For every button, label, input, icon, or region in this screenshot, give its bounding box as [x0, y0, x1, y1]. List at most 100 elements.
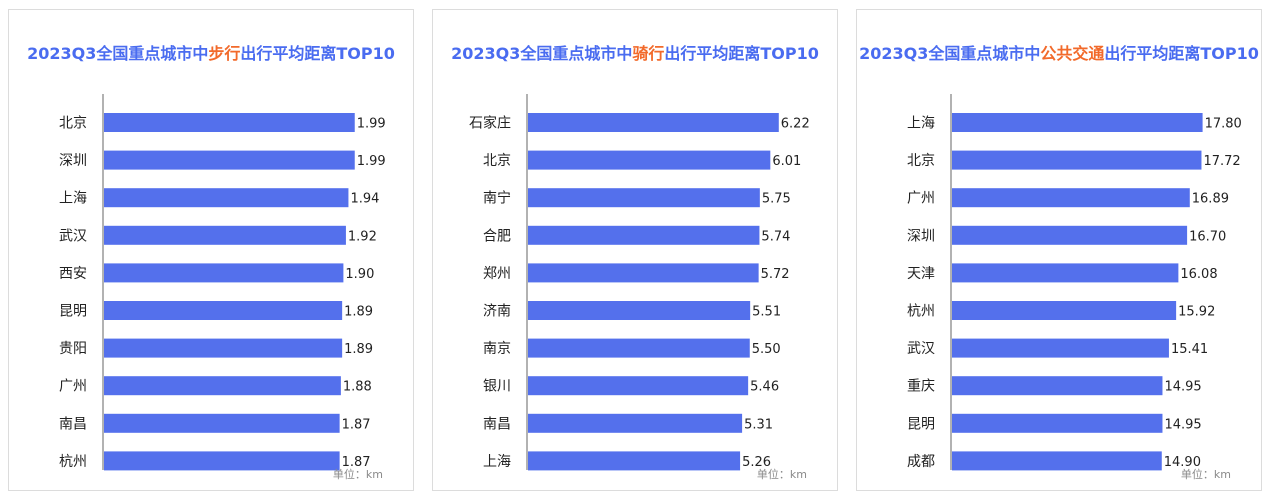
- bar: [104, 263, 344, 283]
- data-label: 15.92: [1178, 305, 1215, 320]
- data-label: 1.89: [344, 305, 373, 320]
- data-label: 5.26: [742, 455, 771, 470]
- bar: [528, 150, 771, 170]
- transit-bar-chart: 上海 17.80 北京 17.72 广州 16.89 深圳 16.70 天津 16.08 杭州 15.…: [907, 94, 1242, 471]
- category-label: 深圳: [907, 228, 935, 244]
- unit-label: 单位：km: [1180, 468, 1231, 481]
- bar: [528, 188, 760, 208]
- data-label: 5.51: [752, 305, 781, 320]
- data-label: 5.72: [761, 267, 790, 282]
- category-label: 天津: [907, 266, 935, 282]
- data-label: 17.80: [1205, 117, 1242, 132]
- data-label: 1.90: [345, 267, 374, 282]
- data-label: 5.31: [744, 417, 773, 432]
- bar: [528, 263, 759, 283]
- data-label: 1.94: [350, 192, 379, 207]
- title-prefix: 2023Q3全国重点城市中: [451, 44, 633, 63]
- chart-title: 2023Q3全国重点城市中公共交通出行平均距离TOP10: [857, 40, 1261, 64]
- data-label: 1.99: [357, 117, 386, 132]
- data-label: 5.46: [750, 380, 779, 395]
- data-label: 17.72: [1203, 154, 1240, 169]
- bar: [528, 376, 749, 396]
- bar: [104, 188, 349, 208]
- bar: [104, 150, 355, 170]
- data-label: 16.08: [1180, 267, 1217, 282]
- bar: [952, 188, 1190, 208]
- category-label: 武汉: [907, 341, 935, 357]
- bar: [104, 451, 340, 471]
- category-label: 南昌: [59, 416, 87, 432]
- category-label: 昆明: [907, 416, 935, 432]
- bar: [104, 413, 340, 433]
- category-label: 石家庄: [469, 115, 511, 132]
- walking-bar-chart: 北京 1.99 深圳 1.99 上海 1.94 武汉 1.92 西安 1.90 昆明 1.89 贵阳 1.…: [59, 94, 386, 471]
- category-label: 广州: [907, 191, 935, 207]
- category-label: 北京: [59, 116, 87, 132]
- bar: [104, 338, 343, 358]
- category-label: 重庆: [907, 379, 935, 395]
- data-label: 6.22: [781, 117, 810, 132]
- category-label: 杭州: [907, 304, 935, 320]
- data-label: 6.01: [772, 154, 801, 169]
- data-label: 1.89: [344, 342, 373, 357]
- title-highlight: 步行: [208, 44, 241, 63]
- bar: [952, 263, 1179, 283]
- unit-label: 单位：km: [756, 468, 807, 481]
- bar: [952, 338, 1169, 358]
- data-label: 5.74: [761, 229, 790, 244]
- category-label: 西安: [59, 266, 87, 282]
- bar: [952, 225, 1188, 245]
- bar: [528, 113, 779, 132]
- category-label: 广州: [59, 379, 87, 395]
- bar: [104, 301, 343, 320]
- data-label: 5.75: [762, 192, 791, 207]
- category-label: 南昌: [483, 416, 511, 432]
- category-label: 银川: [483, 379, 511, 395]
- category-label: 北京: [483, 153, 511, 169]
- category-label: 合肥: [483, 228, 511, 244]
- data-label: 1.92: [348, 229, 377, 244]
- category-label: 武汉: [59, 228, 87, 244]
- bar: [952, 451, 1162, 471]
- data-label: 1.87: [342, 417, 371, 432]
- bar: [952, 113, 1203, 132]
- category-label: 北京: [907, 153, 935, 169]
- cycling-bar-chart: 石家庄 6.22 北京 6.01 南宁 5.75 合肥 5.74 郑州 5.72 济南 5.51 南京 5…: [469, 94, 810, 471]
- bar: [952, 301, 1177, 320]
- bar: [528, 338, 750, 358]
- transit-chart-panel: 2023Q3全国重点城市中公共交通出行平均距离TOP10 上海 17.80 北京 17…: [856, 9, 1262, 491]
- bar: [528, 225, 760, 245]
- chart-title: 2023Q3全国重点城市中骑行出行平均距离TOP10: [433, 40, 837, 64]
- data-label: 16.89: [1192, 192, 1229, 207]
- category-label: 贵阳: [59, 341, 87, 357]
- bar: [104, 113, 355, 132]
- title-highlight: 骑行: [632, 44, 665, 63]
- bar: [104, 225, 346, 245]
- category-label: 南宁: [483, 190, 511, 207]
- title-suffix: 出行平均距离TOP10: [240, 44, 395, 63]
- bar: [952, 376, 1163, 396]
- walking-chart-panel: 2023Q3全国重点城市中步行出行平均距离TOP10 北京 1.99 深圳 1.99 上…: [8, 9, 414, 491]
- bar: [528, 451, 741, 471]
- title-suffix: 出行平均距离TOP10: [664, 44, 819, 63]
- title-prefix: 2023Q3全国重点城市中: [27, 44, 209, 63]
- data-label: 14.95: [1164, 380, 1201, 395]
- data-label: 5.50: [752, 342, 781, 357]
- data-label: 1.87: [342, 455, 371, 470]
- bar: [952, 413, 1163, 433]
- title-highlight: 公共交通: [1040, 44, 1105, 63]
- cycling-chart-panel: 2023Q3全国重点城市中骑行出行平均距离TOP10 石家庄 6.22 北京 6.01…: [432, 9, 838, 491]
- category-label: 上海: [907, 116, 935, 132]
- title-prefix: 2023Q3全国重点城市中: [859, 44, 1041, 63]
- chart-title: 2023Q3全国重点城市中步行出行平均距离TOP10: [9, 40, 413, 64]
- bar: [528, 413, 743, 433]
- category-label: 上海: [483, 454, 511, 470]
- bar: [528, 301, 751, 320]
- category-label: 杭州: [59, 454, 87, 470]
- category-label: 深圳: [59, 153, 87, 169]
- category-label: 成都: [907, 454, 935, 470]
- data-label: 16.70: [1189, 229, 1226, 244]
- bar: [952, 150, 1202, 170]
- data-label: 14.90: [1164, 455, 1201, 470]
